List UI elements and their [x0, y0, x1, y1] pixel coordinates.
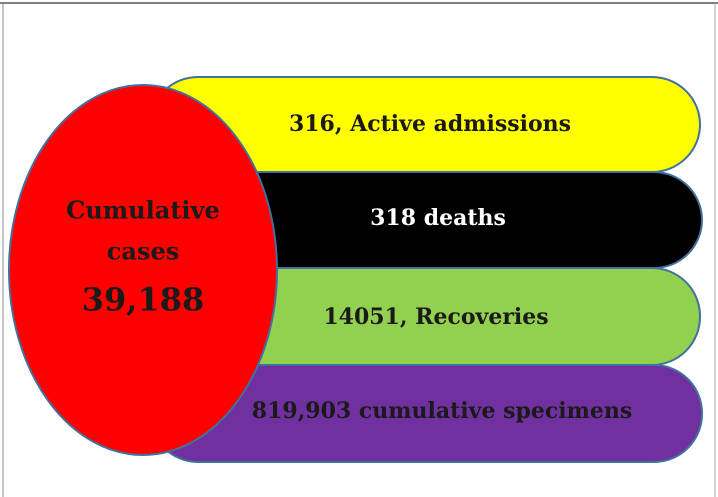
item-label: 819,903 cumulative specimens	[252, 398, 633, 424]
center-label: Cumulative	[66, 196, 219, 225]
center-label: cases	[107, 237, 179, 266]
item-label: 318 deaths	[370, 205, 506, 231]
center-value: 39,188	[82, 281, 204, 319]
item-label: 14051, Recoveries	[323, 304, 548, 330]
item-label: 316, Active admissions	[289, 111, 571, 137]
center-ellipse	[8, 84, 278, 456]
